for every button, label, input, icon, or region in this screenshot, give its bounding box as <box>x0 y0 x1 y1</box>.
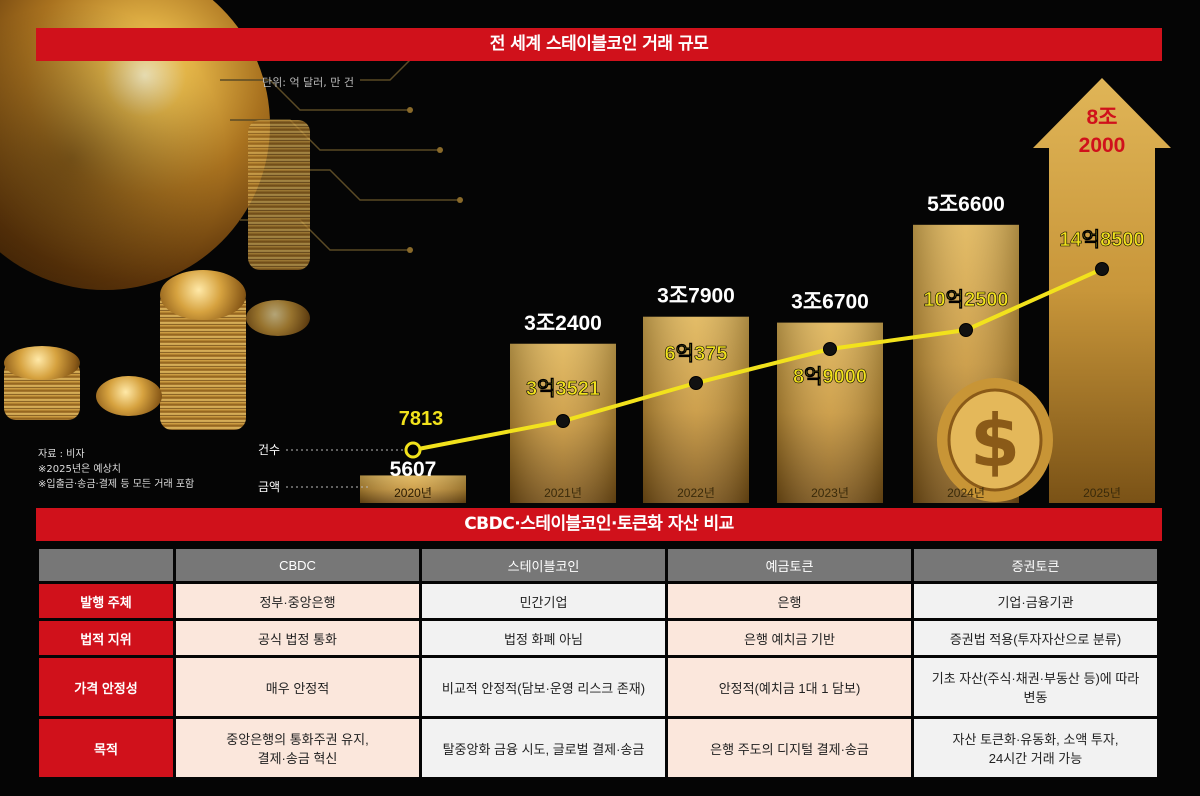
table-cell: 은행 예치금 기반 <box>668 621 911 655</box>
bar-shade-0 <box>360 475 466 503</box>
count-value-label: 14억8500 <box>1059 228 1144 251</box>
table-row: 법적 지위 공식 법정 통화 법정 화폐 아님 은행 예치금 기반 증권법 적용… <box>39 621 1157 655</box>
source-note: 자료 : 비자 <box>38 449 85 460</box>
table-cell: 안정적(예치금 1대 1 담보) <box>668 658 911 716</box>
bar-value-label: 8조 <box>1087 106 1118 129</box>
source-notes: 자료 : 비자 ※2025년은 예상치 ※입출금·송금·결제 등 모든 거래 포… <box>38 447 194 492</box>
coin-image <box>160 270 246 320</box>
count-value-label: 7813 <box>399 408 444 430</box>
row-label: 법적 지위 <box>39 621 173 655</box>
row-label: 가격 안정성 <box>39 658 173 716</box>
column-header: 스테이블코인 <box>422 549 665 581</box>
category-label: 2021년 <box>544 486 582 500</box>
legend-amount: 금액 <box>258 480 280 494</box>
table-row: 목적 중앙은행의 통화주권 유지, 결제·송금 혁신 탈중앙화 금융 시도, 글… <box>39 719 1157 777</box>
category-label: 2022년 <box>677 486 715 500</box>
count-line <box>412 267 1103 452</box>
table-cell: 정부·중앙은행 <box>176 584 419 618</box>
coin-image <box>96 376 162 416</box>
count-point <box>823 342 837 356</box>
bar-value-label: 3조7900 <box>657 285 735 308</box>
category-label: 2024년 <box>947 486 985 500</box>
table-row: 가격 안정성 매우 안정적 비교적 안정적(담보·운영 리스크 존재) 안정적(… <box>39 658 1157 716</box>
count-value-label: 6억375 <box>665 342 728 365</box>
category-label: 2025년 <box>1083 486 1121 500</box>
comparison-title-banner: CBDC·스테이블코인·토큰화 자산 비교 <box>36 508 1162 541</box>
table-cell: 매우 안정적 <box>176 658 419 716</box>
table-cell: 중앙은행의 통화주권 유지, 결제·송금 혁신 <box>176 719 419 777</box>
table-cell: 증권법 적용(투자자산으로 분류) <box>914 621 1157 655</box>
count-point <box>1095 262 1109 276</box>
table-cell: 비교적 안정적(담보·운영 리스크 존재) <box>422 658 665 716</box>
bar-value-label: 5조6600 <box>927 193 1005 216</box>
legend-count: 건수 <box>258 443 280 457</box>
table-row: 발행 주체 정부·중앙은행 민간기업 은행 기업·금융기관 <box>39 584 1157 618</box>
table-cell: 공식 법정 통화 <box>176 621 419 655</box>
bar-value-label: 5607 <box>390 458 437 481</box>
unit-label: 단위: 억 달러, 만 건 <box>262 76 355 89</box>
table-header-row: CBDC 스테이블코인 예금토큰 증권토큰 <box>39 549 1157 581</box>
table-cell: 법정 화폐 아님 <box>422 621 665 655</box>
table-corner-cell <box>39 549 173 581</box>
estimate-note: ※2025년은 예상치 <box>38 464 122 475</box>
table-cell: 민간기업 <box>422 584 665 618</box>
count-point <box>556 414 570 428</box>
dollar-coin-image: $ <box>937 378 1053 502</box>
circuit-lines-decoration <box>220 60 463 253</box>
bar-value-label: 3조6700 <box>791 291 869 314</box>
count-point <box>959 323 973 337</box>
table-cell: 은행 주도의 디지털 결제·송금 <box>668 719 911 777</box>
category-label: 2020년 <box>394 486 432 500</box>
count-point <box>404 441 422 459</box>
coin-image <box>4 346 80 380</box>
comparison-table: CBDC 스테이블코인 예금토큰 증권토큰 발행 주체 정부·중앙은행 민간기업… <box>36 546 1160 780</box>
count-point <box>689 376 703 390</box>
table-cell: 탈중앙화 금융 시도, 글로벌 결제·송금 <box>422 719 665 777</box>
table-cell: 기업·금융기관 <box>914 584 1157 618</box>
chart-title-banner: 전 세계 스테이블코인 거래 규모 <box>36 28 1162 61</box>
column-header: CBDC <box>176 549 419 581</box>
column-header: 증권토큰 <box>914 549 1157 581</box>
table-cell: 은행 <box>668 584 911 618</box>
category-label: 2023년 <box>811 486 849 500</box>
bar-value-label: 3조2400 <box>524 312 602 335</box>
scope-note: ※입출금·송금·결제 등 모든 거래 포함 <box>38 479 195 490</box>
bar-2025-arrow <box>1033 78 1171 503</box>
table-cell: 기초 자산(주식·채권·부동산 등)에 따라 변동 <box>914 658 1157 716</box>
column-header: 예금토큰 <box>668 549 911 581</box>
bar-shade-2 <box>643 316 749 503</box>
row-label: 목적 <box>39 719 173 777</box>
coin-image <box>246 300 310 336</box>
bar-value-label: 2000 <box>1079 134 1126 157</box>
table-cell: 자산 토큰화·유동화, 소액 투자, 24시간 거래 가능 <box>914 719 1157 777</box>
coin-stack-image <box>248 120 310 270</box>
row-label: 발행 주체 <box>39 584 173 618</box>
svg-text:$: $ <box>970 399 1020 483</box>
count-value-label: 3억3521 <box>526 377 600 400</box>
count-value-label: 8억9000 <box>793 365 867 388</box>
count-value-label: 10억2500 <box>923 288 1008 311</box>
